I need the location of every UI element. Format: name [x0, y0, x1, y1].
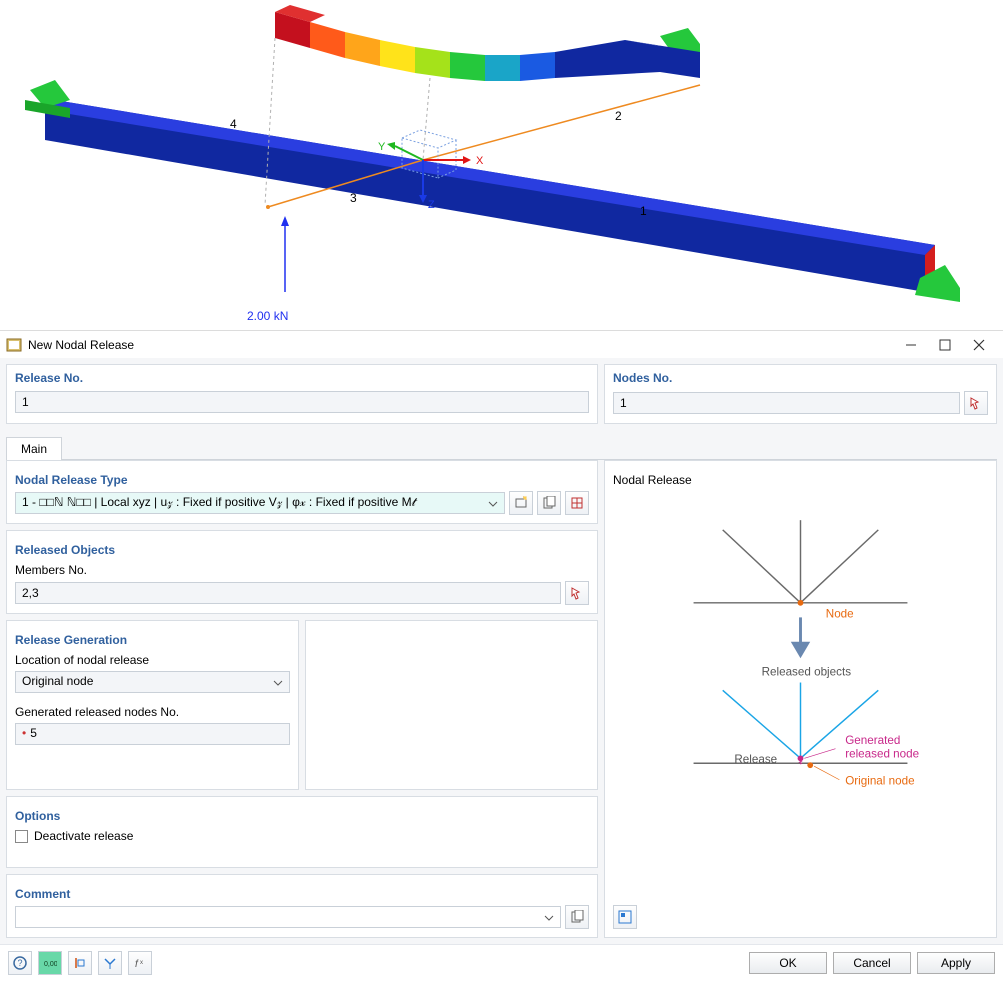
nodal-release-type-panel: Nodal Release Type 1 - □□ℕ ℕ□□ | Local x… [6, 460, 598, 524]
generated-nodes-label: Generated released nodes No. [15, 705, 290, 719]
pick-members-button[interactable] [565, 581, 589, 605]
apply-button[interactable]: Apply [917, 952, 995, 974]
generated-nodes-field: •5 [15, 723, 290, 745]
location-value: Original node [22, 674, 93, 688]
nodes-no-field[interactable] [613, 392, 960, 414]
dialog-body: Release No. Nodes No. Main Nodal Release… [0, 358, 1003, 944]
axis-x-label: X [476, 155, 484, 167]
member-label-1: 1 [640, 204, 647, 218]
chevron-down-icon [544, 910, 554, 924]
release-no-panel: Release No. [6, 364, 598, 424]
new-type-button[interactable] [509, 491, 533, 515]
cancel-button[interactable]: Cancel [833, 952, 911, 974]
svg-text:Node: Node [826, 607, 854, 620]
tab-main[interactable]: Main [6, 437, 62, 460]
nodal-release-preview-panel: Nodal Release Node Released objects [604, 460, 997, 938]
beam-main-top [45, 100, 935, 255]
members-no-label: Members No. [15, 563, 589, 577]
model-svg: X Y Z 1 2 3 [0, 0, 1003, 330]
comment-title: Comment [15, 887, 589, 901]
checkbox-icon [15, 830, 28, 843]
member-label-2: 2 [615, 109, 622, 123]
member-2-line [423, 85, 700, 160]
svg-text:Original node: Original node [845, 775, 914, 788]
connector-mid [423, 78, 430, 160]
location-select[interactable]: Original node [15, 671, 290, 693]
node-dot [266, 205, 270, 209]
svg-text:?: ? [18, 958, 23, 968]
options-panel: Options Deactivate release [6, 796, 598, 868]
members-no-field[interactable] [15, 582, 561, 604]
blank-panel [305, 620, 598, 790]
window-minimize[interactable] [901, 335, 921, 355]
nodal-release-type-value: 1 - □□ℕ ℕ□□ | Local xyz | u𝓏 : Fixed if … [22, 495, 416, 509]
svg-text:x: x [140, 960, 143, 966]
window-title: New Nodal Release [28, 338, 901, 352]
library-type-button[interactable] [565, 491, 589, 515]
release-no-title: Release No. [15, 371, 589, 385]
released-objects-panel: Released Objects Members No. [6, 530, 598, 614]
deactivate-release-label: Deactivate release [34, 829, 133, 843]
preview-settings-button[interactable] [613, 905, 637, 929]
member-label-4: 4 [230, 117, 237, 131]
deactivate-release-checkbox[interactable]: Deactivate release [15, 829, 589, 843]
member-label-3: 3 [350, 191, 357, 205]
released-objects-title: Released Objects [15, 543, 589, 557]
load-label: 2.00 kN [247, 309, 288, 323]
units-button[interactable]: 0,00 [38, 951, 62, 975]
release-generation-panel: Release Generation Location of nodal rel… [6, 620, 299, 790]
nodal-release-type-title: Nodal Release Type [15, 473, 589, 487]
chevron-down-icon [273, 675, 283, 689]
svg-text:0,00: 0,00 [44, 961, 57, 968]
comment-panel: Comment [6, 874, 598, 938]
titlebar: New Nodal Release [0, 330, 1003, 358]
help-button[interactable]: ? [8, 951, 32, 975]
ok-button[interactable]: OK [749, 952, 827, 974]
nodal-release-type-select[interactable]: 1 - □□ℕ ℕ□□ | Local xyz | u𝓏 : Fixed if … [15, 492, 505, 514]
comment-select[interactable] [15, 906, 561, 928]
app-icon [6, 337, 22, 353]
window-close[interactable] [969, 335, 989, 355]
window-maximize[interactable] [935, 335, 955, 355]
chevron-down-icon [488, 496, 498, 510]
nodal-release-preview-title: Nodal Release [613, 473, 988, 487]
tool-2-button[interactable] [98, 951, 122, 975]
model-viewport[interactable]: X Y Z 1 2 3 [0, 0, 1003, 330]
options-title: Options [15, 809, 589, 823]
svg-text:Release: Release [734, 753, 777, 766]
tool-3-button[interactable]: fx [128, 951, 152, 975]
nodes-no-title: Nodes No. [613, 371, 988, 385]
edit-type-button[interactable] [537, 491, 561, 515]
release-generation-title: Release Generation [15, 633, 290, 647]
generated-nodes-value: 5 [30, 726, 37, 740]
axis-z-label: Z [428, 199, 435, 211]
tabs: Main [6, 432, 997, 460]
location-label: Location of nodal release [15, 653, 290, 667]
red-dot-icon: • [22, 726, 26, 740]
axis-y-label: Y [378, 141, 386, 153]
release-no-field[interactable] [15, 391, 589, 413]
nodal-release-diagram: Node Released objects [613, 491, 988, 841]
svg-text:Released objects: Released objects [762, 666, 852, 679]
pick-nodes-button[interactable] [964, 391, 988, 415]
svg-text:f: f [135, 959, 139, 970]
svg-text:released node: released node [845, 747, 919, 760]
result-beam [275, 5, 700, 81]
comment-edit-button[interactable] [565, 905, 589, 929]
nodes-no-panel: Nodes No. [604, 364, 997, 424]
bottom-bar: ? 0,00 fx OK Cancel Apply [0, 944, 1003, 981]
tool-1-button[interactable] [68, 951, 92, 975]
connector-left [265, 38, 275, 205]
load-arrow-head [281, 216, 289, 226]
svg-text:Generated: Generated [845, 734, 900, 747]
